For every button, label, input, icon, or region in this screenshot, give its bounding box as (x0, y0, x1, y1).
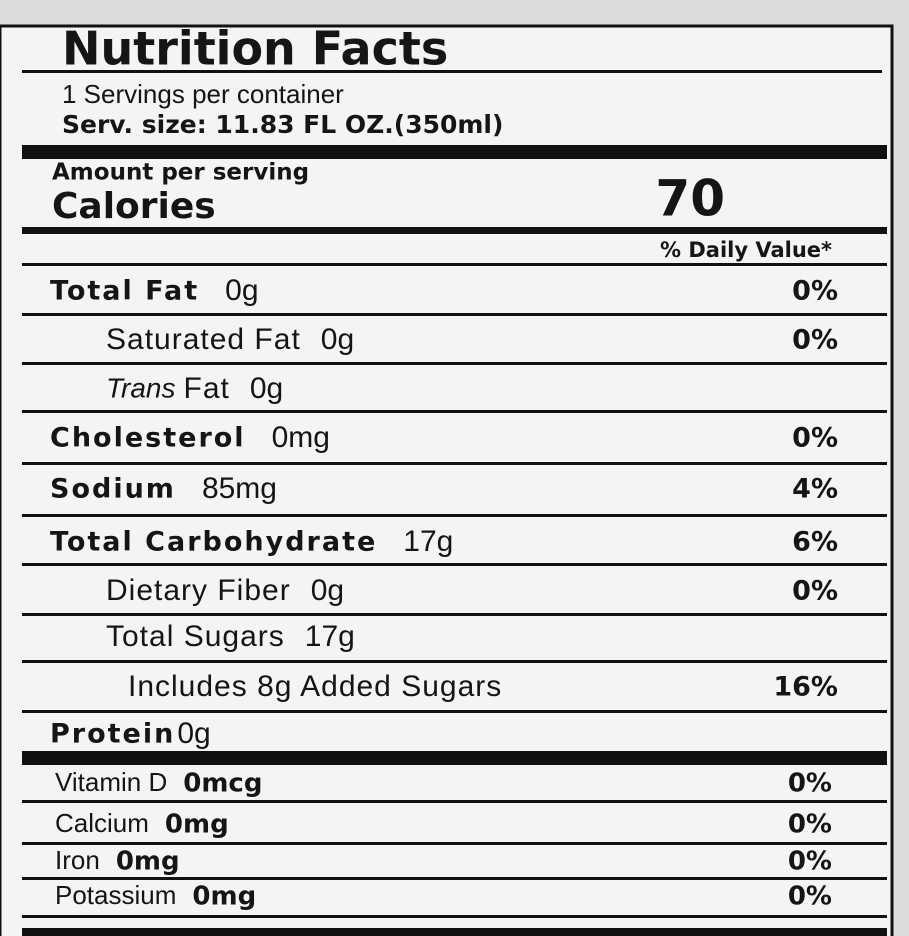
nutrient-amount: 0g (225, 274, 258, 307)
serving-size: Serv. size: 11.83 FL OZ.(350ml) (62, 110, 503, 139)
rule (22, 800, 887, 803)
vitamin-name: Calcium (55, 808, 149, 838)
thick-rule (22, 145, 887, 159)
nutrient-name: Protein (50, 719, 175, 750)
nutrient-amount: 0mg (272, 421, 330, 454)
vitamin-amount: 0mg (165, 810, 229, 840)
daily-value: 0% (788, 769, 832, 799)
title: Nutrition Facts (62, 22, 448, 76)
rule (22, 70, 882, 73)
rule (22, 563, 887, 566)
vitamin-amount: 0mcg (183, 769, 262, 799)
daily-value: 0% (792, 576, 838, 607)
vitamin-name: Iron (55, 845, 100, 875)
nutrient-amount: 0g (321, 323, 354, 356)
nutrient-name: Cholesterol (50, 423, 246, 454)
daily-value: 0% (788, 847, 832, 877)
rule (22, 410, 887, 413)
daily-value: 0% (792, 423, 838, 454)
daily-value: 0% (788, 882, 832, 912)
rule (22, 462, 887, 465)
nutrient-name: Sodium (50, 474, 176, 505)
daily-value: 0% (792, 276, 838, 307)
daily-value: 0% (792, 325, 838, 356)
rule (22, 710, 887, 713)
rule (22, 915, 887, 918)
daily-value: 0% (788, 810, 832, 840)
label-box (0, 24, 894, 936)
nutrient-name: Dietary Fiber (106, 574, 291, 607)
servings: 1 Servings per container (62, 79, 344, 109)
rule (22, 514, 887, 517)
nutrient-amount: 17g (403, 525, 453, 558)
rule (22, 362, 887, 365)
daily-value: 4% (792, 474, 838, 505)
nutrient-name: Total Fat (50, 276, 199, 307)
rule (22, 928, 887, 936)
vitamin-amount: 0mg (192, 882, 256, 912)
daily-value: 6% (792, 527, 838, 558)
nutrient-name: Includes 8g Added Sugars (128, 670, 502, 703)
rule (22, 613, 887, 616)
rule (22, 313, 887, 316)
nutrient-name: Saturated Fat (106, 323, 301, 356)
rule (22, 660, 887, 663)
nutrient-name: Total Sugars (106, 620, 285, 653)
nutrient-amount: 0g (177, 717, 210, 750)
calories-label: Calories (52, 186, 216, 227)
nutrient-amount: 85mg (202, 472, 277, 505)
rule (22, 877, 887, 880)
nutrient-name-prefix: Trans (106, 372, 176, 403)
daily-value-header: % Daily Value* (660, 238, 832, 262)
rule (22, 751, 887, 765)
medium-rule (22, 227, 887, 234)
rule (22, 263, 887, 266)
vitamin-amount: 0mg (116, 847, 180, 877)
amount-per-serving: Amount per serving (52, 160, 309, 186)
nutrient-amount: 0g (250, 372, 283, 405)
calories-value: 70 (655, 170, 725, 228)
daily-value: 16% (773, 672, 838, 703)
vitamin-name: Potassium (55, 880, 176, 910)
vitamin-name: Vitamin D (55, 767, 167, 797)
nutrient-amount: 17g (305, 620, 355, 653)
nutrient-name: Total Carbohydrate (50, 527, 377, 558)
nutrient-amount: 0g (311, 574, 344, 607)
rule (22, 842, 887, 845)
nutrient-name: Fat (184, 372, 230, 405)
